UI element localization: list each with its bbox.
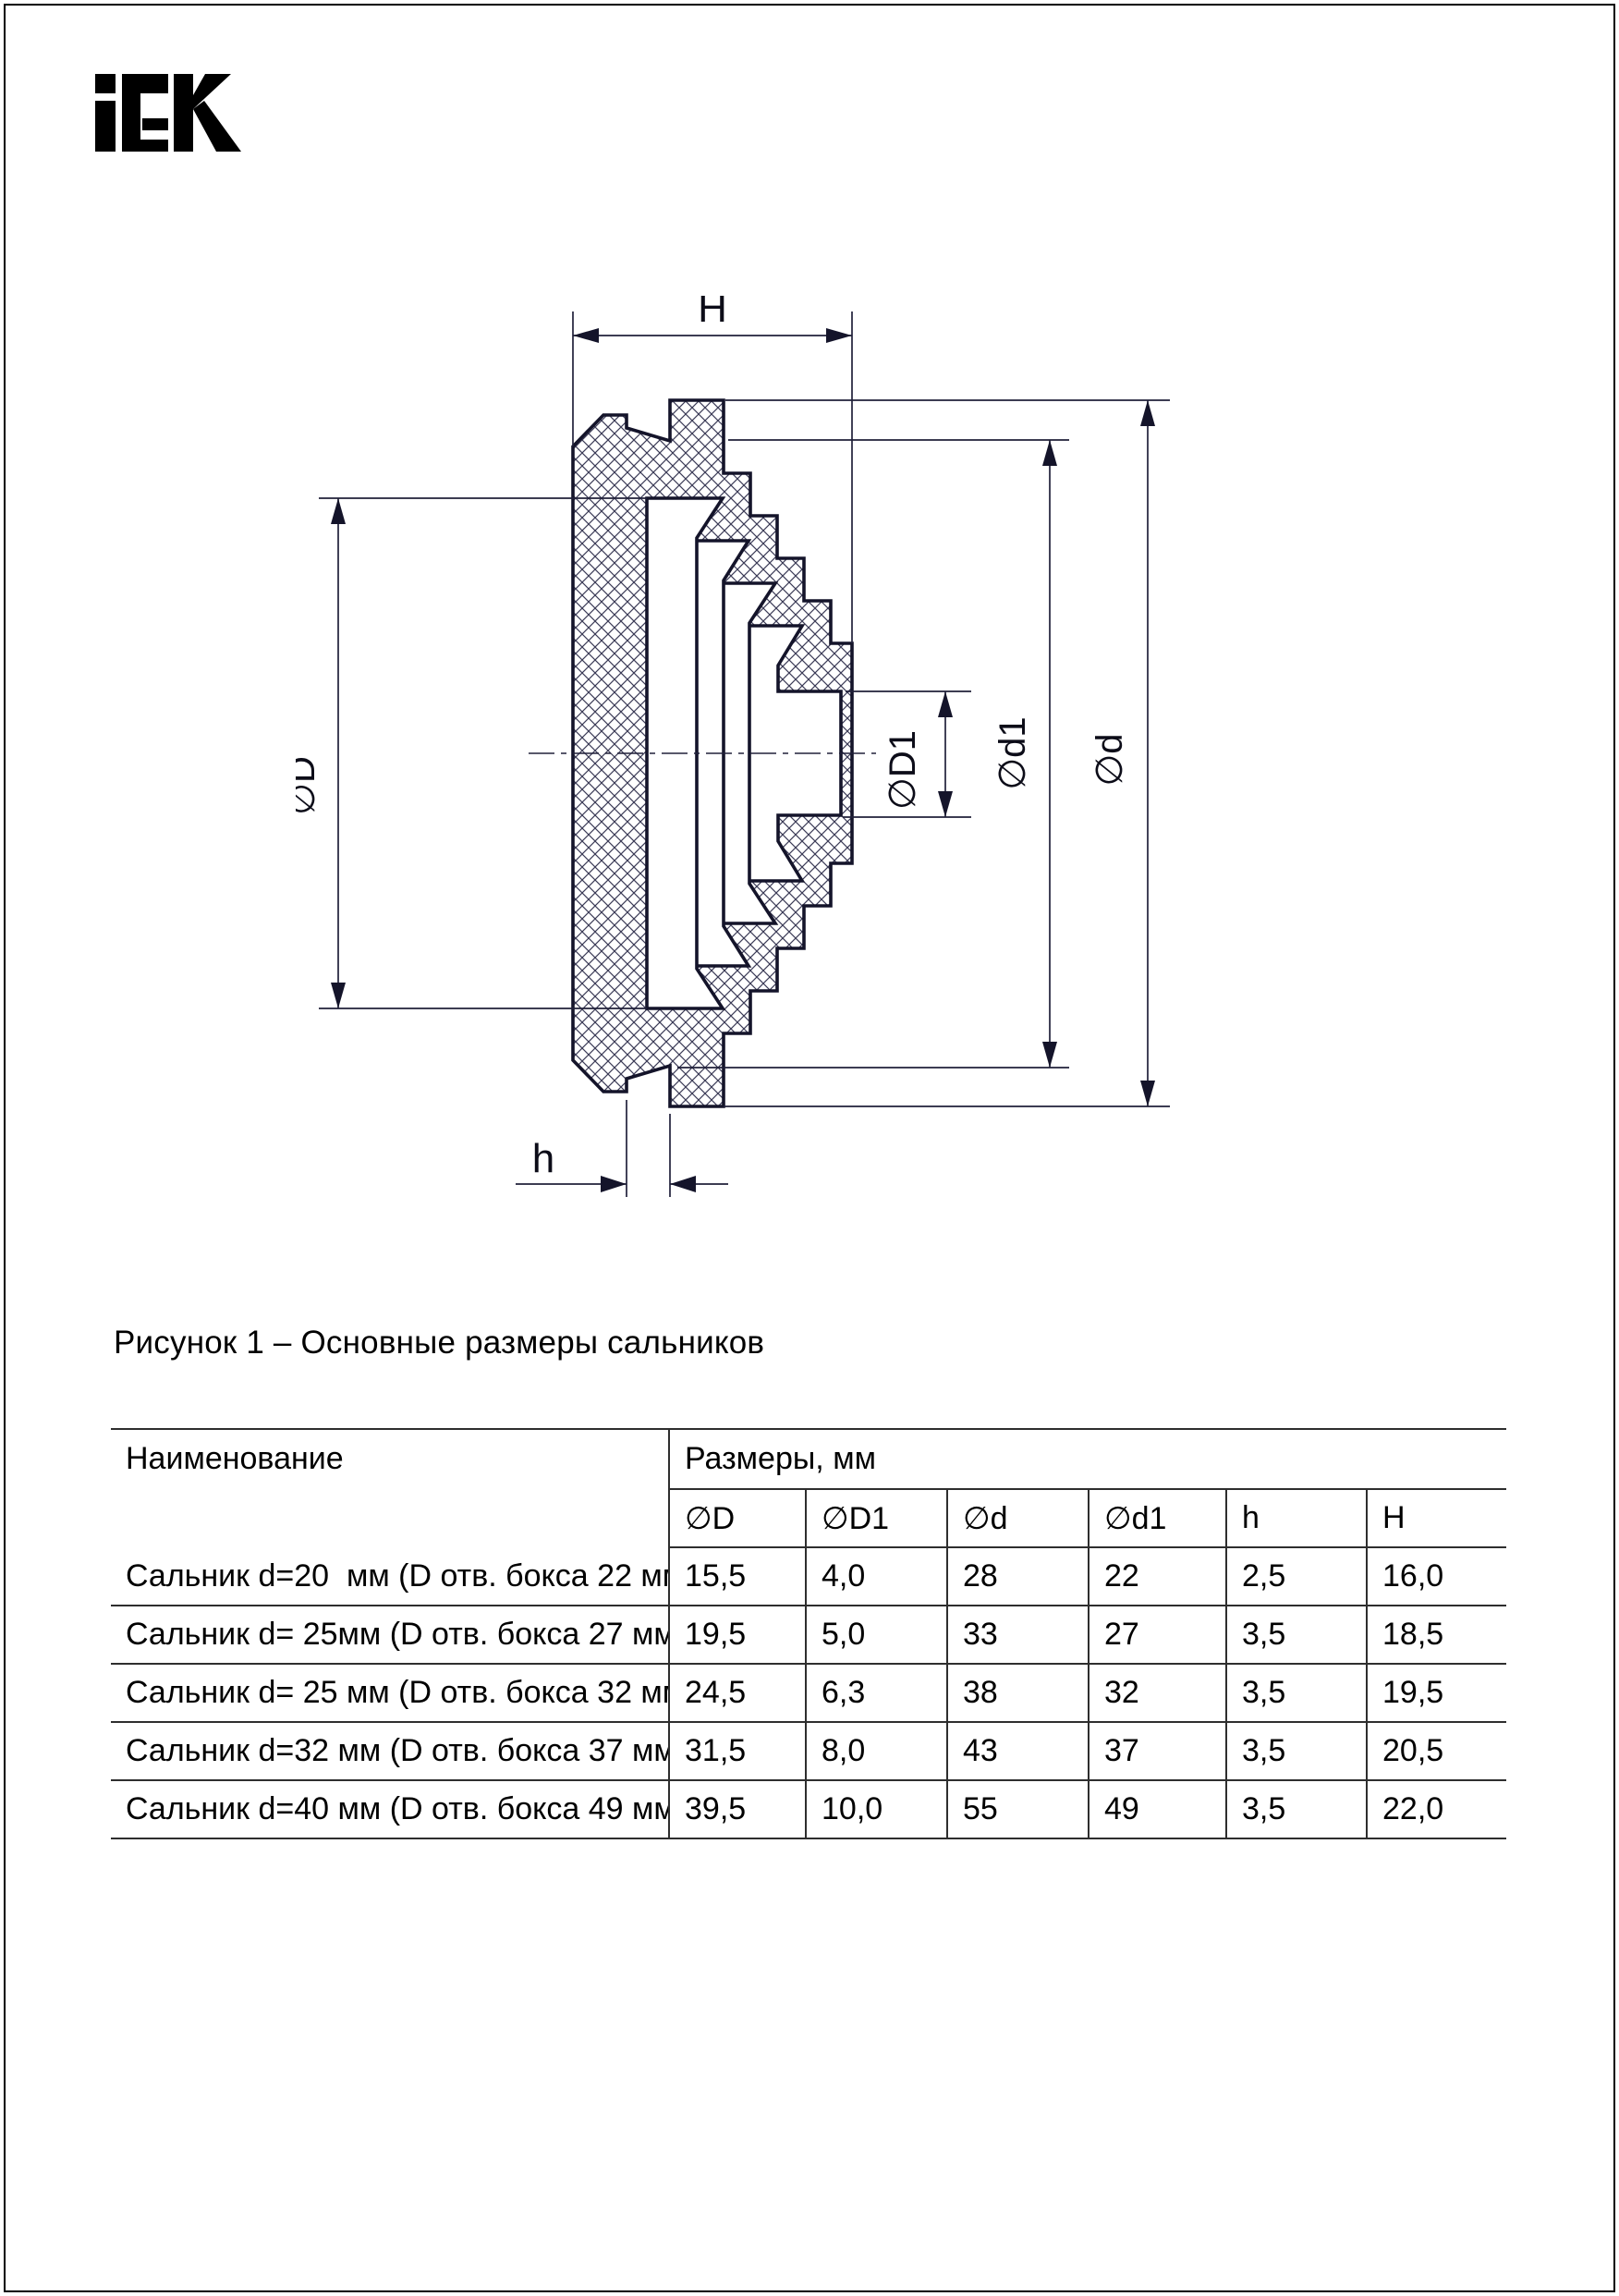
header-col-D: ∅D bbox=[669, 1489, 806, 1548]
iek-logo-glyphs bbox=[95, 74, 241, 152]
cell-d: 55 bbox=[946, 1780, 1089, 1839]
cell-D: 15,5 bbox=[669, 1547, 806, 1606]
table-row: Сальник d=20 мм (D отв. бокса 22 мм) 15,… bbox=[111, 1547, 1507, 1606]
cell-D1: 4,0 bbox=[805, 1547, 947, 1606]
table-row: Сальник d=32 мм (D отв. бокса 37 мм) 31,… bbox=[111, 1722, 1507, 1781]
cell-D1: 6,3 bbox=[805, 1664, 947, 1723]
cell-H: 18,5 bbox=[1365, 1606, 1507, 1665]
cell-h: 3,5 bbox=[1225, 1664, 1367, 1723]
header-name: Наименование bbox=[111, 1428, 670, 1547]
cell-d: 38 bbox=[946, 1664, 1089, 1723]
cell-H: 20,5 bbox=[1365, 1722, 1507, 1781]
cell-d1: 37 bbox=[1088, 1722, 1226, 1781]
cell-d1: 32 bbox=[1088, 1664, 1226, 1723]
figure-caption: Рисунок 1 – Основные размеры сальников bbox=[114, 1325, 765, 1361]
gland-cross-section bbox=[571, 398, 854, 1108]
header-col-H: H bbox=[1365, 1489, 1507, 1548]
row-name: Сальник d=40 мм (D отв. бокса 49 мм) bbox=[111, 1780, 670, 1839]
row-name: Сальник d= 25 мм (D отв. бокса 32 мм) bbox=[111, 1664, 670, 1723]
row-name: Сальник d= 25мм (D отв. бокса 27 мм) bbox=[111, 1606, 670, 1665]
gland-drawing: H h ∅D ∅D1 ∅d1 ∅d bbox=[296, 296, 1170, 1197]
cell-d1: 22 bbox=[1088, 1547, 1226, 1606]
dim-label-h: h bbox=[532, 1136, 554, 1181]
row-name: Сальник d=20 мм (D отв. бокса 22 мм) bbox=[111, 1547, 670, 1606]
table-row: Сальник d= 25мм (D отв. бокса 27 мм) 19,… bbox=[111, 1606, 1507, 1665]
cell-h: 3,5 bbox=[1225, 1606, 1367, 1665]
dim-label-D: ∅D bbox=[296, 756, 323, 815]
cell-D1: 8,0 bbox=[805, 1722, 947, 1781]
sizes-table: Наименование Размеры, мм ∅D ∅D1 ∅d ∅d1 h… bbox=[111, 1428, 1507, 1839]
cell-D: 39,5 bbox=[669, 1780, 806, 1839]
cell-D: 31,5 bbox=[669, 1722, 806, 1781]
header-col-D1: ∅D1 bbox=[805, 1489, 947, 1548]
header-sizes-group: Размеры, мм bbox=[669, 1428, 1507, 1490]
row-name: Сальник d=32 мм (D отв. бокса 37 мм) bbox=[111, 1722, 670, 1781]
cell-D: 19,5 bbox=[669, 1606, 806, 1665]
cell-d: 33 bbox=[946, 1606, 1089, 1665]
table-header-row-2: ∅D ∅D1 ∅d ∅d1 h H bbox=[111, 1489, 1507, 1548]
cell-d1: 27 bbox=[1088, 1606, 1226, 1665]
table-row: Сальник d=40 мм (D отв. бокса 49 мм) 39,… bbox=[111, 1780, 1507, 1839]
table-row: Сальник d= 25 мм (D отв. бокса 32 мм) 24… bbox=[111, 1664, 1507, 1723]
cell-d1: 49 bbox=[1088, 1780, 1226, 1839]
dim-label-d: ∅d bbox=[1089, 733, 1130, 786]
cell-h: 3,5 bbox=[1225, 1780, 1367, 1839]
dim-label-D1: ∅D1 bbox=[883, 730, 923, 810]
cell-h: 2,5 bbox=[1225, 1547, 1367, 1606]
cell-D1: 10,0 bbox=[805, 1780, 947, 1839]
dim-label-d1: ∅d1 bbox=[992, 716, 1033, 789]
cell-H: 16,0 bbox=[1365, 1547, 1507, 1606]
cell-H: 19,5 bbox=[1365, 1664, 1507, 1723]
header-col-d1: ∅d1 bbox=[1088, 1489, 1226, 1548]
cell-d: 43 bbox=[946, 1722, 1089, 1781]
header-col-h: h bbox=[1225, 1489, 1367, 1548]
header-col-d: ∅d bbox=[946, 1489, 1089, 1548]
table-header-row-1: Наименование Размеры, мм bbox=[111, 1428, 1507, 1547]
cell-D1: 5,0 bbox=[805, 1606, 947, 1665]
cell-D: 24,5 bbox=[669, 1664, 806, 1723]
iek-logo bbox=[95, 74, 241, 152]
cell-d: 28 bbox=[946, 1547, 1089, 1606]
dim-label-H: H bbox=[698, 296, 727, 331]
dimension-arrows bbox=[331, 328, 1155, 1192]
cell-H: 22,0 bbox=[1365, 1780, 1507, 1839]
dimension-lines bbox=[319, 311, 1170, 1197]
cell-h: 3,5 bbox=[1225, 1722, 1367, 1781]
